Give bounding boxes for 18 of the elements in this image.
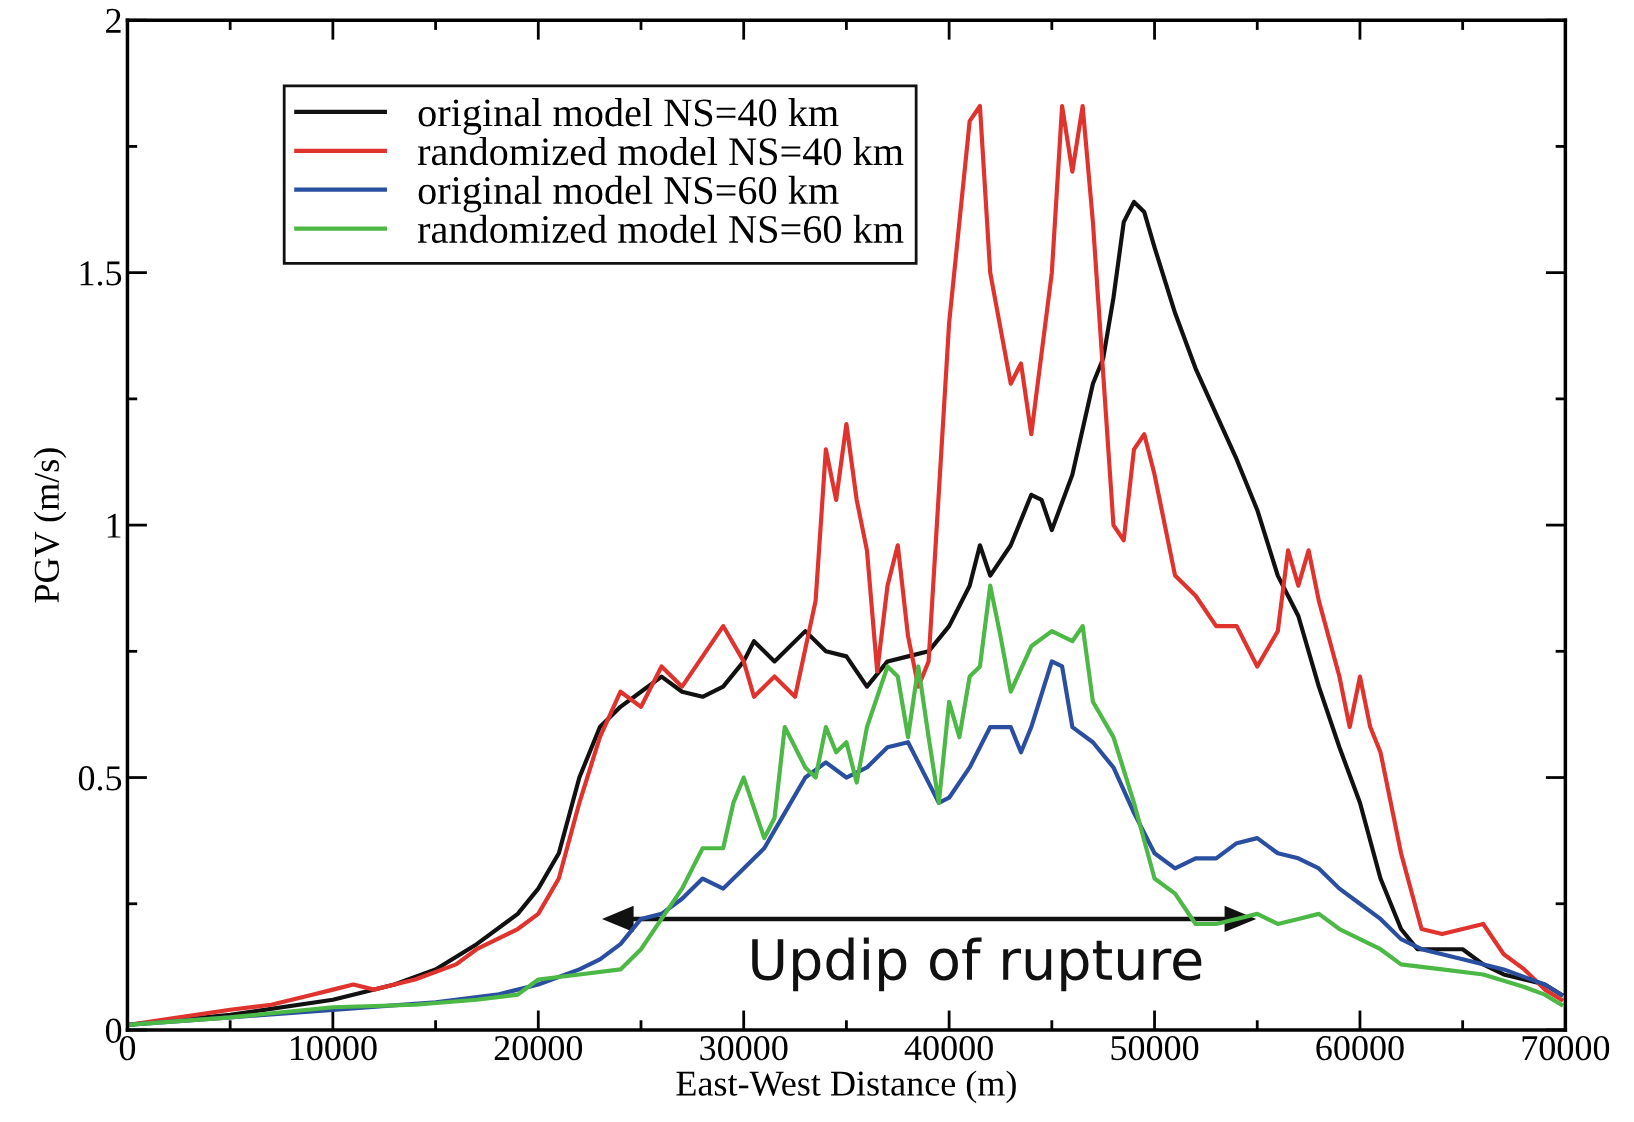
x-tick-label: 40000: [904, 1035, 993, 1061]
legend-label: original model NS=40 km: [418, 98, 839, 135]
x-axis-title: East-West Distance (m): [676, 1070, 1016, 1104]
x-tick-label: 20000: [494, 1035, 583, 1061]
x-tick-label: 60000: [1316, 1035, 1404, 1061]
annotation: Updip of rupture: [752, 937, 1202, 992]
x-tick-label: 50000: [1111, 1035, 1199, 1061]
x-tick-label: 30000: [700, 1035, 788, 1061]
x-tick-label: 10000: [290, 1035, 377, 1061]
y-tick-label: 0.5: [78, 766, 122, 791]
legend-label: randomized model NS=60 km: [417, 214, 904, 244]
legend-label: randomized model NS=40 km: [417, 137, 904, 166]
y-axis-title: PGV (m/s): [33, 448, 67, 603]
y-tick-label: 2: [106, 8, 121, 33]
x-tick-label: 70000: [1522, 1035, 1610, 1061]
y-tick-label: 1: [107, 513, 121, 538]
y-tick-label: 1.5: [80, 261, 122, 286]
legend-label: original model NS=60 km: [418, 175, 839, 213]
